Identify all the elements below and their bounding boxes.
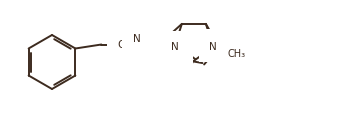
Text: O: O	[117, 40, 126, 50]
Text: CH₃: CH₃	[227, 49, 245, 59]
Text: H: H	[142, 34, 149, 44]
Text: N: N	[214, 40, 222, 50]
Text: N: N	[171, 42, 178, 52]
Text: N: N	[175, 54, 183, 64]
Text: N: N	[133, 34, 140, 44]
Text: N: N	[209, 42, 217, 52]
